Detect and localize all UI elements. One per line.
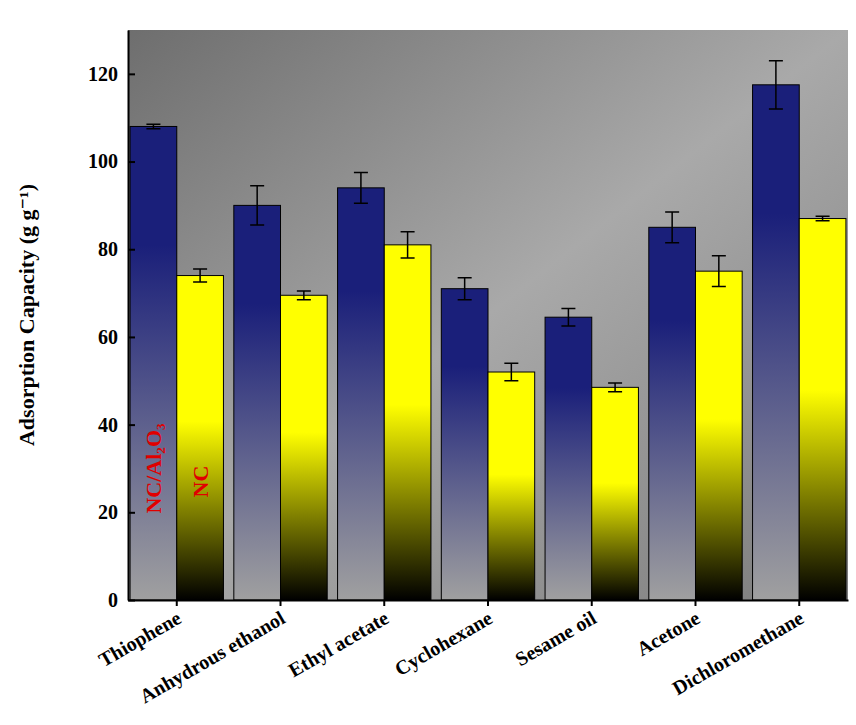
bar (488, 372, 535, 600)
error-bar (297, 291, 311, 300)
series (130, 61, 799, 600)
tick-mark (128, 512, 135, 514)
error-bar (458, 278, 472, 300)
bar (384, 245, 431, 600)
error-bar (504, 363, 518, 381)
bar (338, 188, 385, 600)
error-bar (193, 269, 207, 282)
axis-line (128, 31, 130, 601)
tick-label: 40 (98, 414, 118, 436)
error-bar (401, 232, 415, 258)
error-bar (816, 216, 830, 220)
series (177, 216, 846, 600)
bar (799, 219, 846, 600)
tick: 120 (88, 63, 135, 85)
tick-mark (176, 600, 178, 606)
legend-label: NC/Al₂O₃ (141, 423, 166, 514)
tick-mark (694, 600, 696, 606)
legend-label: NC (188, 466, 213, 498)
tick: 60 (98, 326, 135, 348)
tick-label: Anhydrous ethanol (136, 606, 290, 708)
error-bar (769, 61, 783, 109)
tick-mark (128, 424, 135, 426)
tick: 100 (88, 150, 135, 172)
bar (753, 85, 800, 600)
error-bar (354, 173, 368, 204)
tick-label: 60 (98, 326, 118, 348)
tick: 20 (98, 501, 135, 523)
bar (130, 126, 177, 600)
tick-mark (128, 249, 135, 251)
bar (177, 276, 224, 600)
tick: Cyclohexane (391, 600, 497, 681)
error-bar (665, 212, 679, 243)
tick-mark (128, 161, 135, 163)
error-bar (561, 308, 575, 326)
bar (649, 227, 696, 600)
tick: Thiophene (95, 600, 186, 672)
bars (130, 61, 846, 600)
axis-title: Adsorption Capacity (g g⁻¹) (14, 184, 39, 446)
tick-label: 100 (88, 150, 118, 172)
error-bar (250, 186, 264, 225)
tick-label: Sesame oil (511, 606, 600, 670)
tick: Anhydrous ethanol (136, 600, 290, 708)
chart: 0 20 40 60 80 100 120 ThiopheneAnhydrous ethano… (0, 0, 856, 725)
bar (545, 317, 592, 600)
tick-label: 0 (108, 589, 118, 611)
tick-label: 120 (88, 63, 118, 85)
tick-label: Ethyl acetate (285, 606, 393, 682)
plot: 0 20 40 60 80 100 120 ThiopheneAnhydrous ethano… (88, 30, 849, 708)
tick-mark (128, 336, 135, 338)
tick: Acetone (633, 600, 704, 660)
tick-label: 80 (98, 238, 118, 260)
tick-mark (280, 600, 282, 606)
tick-mark (383, 600, 385, 606)
tick-mark (487, 600, 489, 606)
tick-label: Thiophene (95, 606, 186, 672)
bar (695, 271, 742, 600)
tick: 40 (98, 414, 135, 436)
tick: Sesame oil (511, 600, 600, 670)
error-bar (146, 124, 160, 128)
bar (281, 295, 328, 600)
bar (234, 205, 281, 600)
bar (441, 289, 488, 600)
error-bar (712, 256, 726, 287)
plot-background (128, 30, 848, 600)
bar (592, 387, 639, 600)
tick-label: Dichloromethane (669, 606, 808, 699)
x-axis: ThiopheneAnhydrous ethanolEthyl acetateC… (95, 600, 849, 708)
error-bar (608, 383, 622, 392)
tick-label: Cyclohexane (391, 606, 497, 680)
tick-mark (128, 73, 135, 75)
y-axis: 0 20 40 60 80 100 120 (88, 31, 135, 611)
tick-label: Acetone (633, 606, 704, 660)
tick: Dichloromethane (669, 600, 808, 699)
tick: Ethyl acetate (285, 600, 393, 682)
tick-mark (798, 600, 800, 606)
tick: 80 (98, 238, 135, 260)
tick-mark (591, 600, 593, 606)
tick-label: 20 (98, 501, 118, 523)
